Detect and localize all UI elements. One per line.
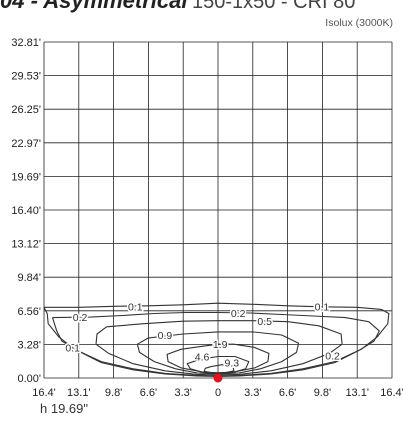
contour-0.2: [51, 311, 380, 377]
tick-labels: 0.00' 3.28' 6.56' 9.84' 13.12' 16.40' 19.69' 22…: [11, 37, 403, 399]
contour-label: 0.2: [325, 350, 340, 362]
contour-9.3: [203, 364, 235, 374]
y-tick-label: 0.00': [17, 373, 41, 385]
contour-0.9: [136, 331, 300, 375]
x-tick-label: 3.3': [244, 387, 261, 399]
y-tick-label: 16.40': [11, 205, 41, 217]
contour-label: 1.9: [213, 339, 228, 351]
contour-label: 0.1: [128, 301, 143, 313]
x-tick-label: 13.1': [67, 387, 91, 399]
y-tick-label: 19.69': [11, 171, 41, 183]
y-tick-label: 3.28': [17, 339, 41, 351]
x-tick-label: 6.6': [279, 387, 296, 399]
x-tick-label: 6.6': [140, 387, 157, 399]
contour-label: 4.6: [195, 351, 210, 363]
x-tick-label: 3.3': [174, 387, 191, 399]
chart-title: 04 - Asymmetrical 150-1x50 - CRI 80: [0, 0, 403, 14]
y-tick-label: 22.97': [11, 138, 41, 150]
x-tick-label: 0: [215, 387, 221, 399]
x-tick-label: 16.4': [380, 387, 403, 399]
y-tick-label: 9.84': [17, 272, 41, 284]
contour-label: 0.1: [65, 342, 80, 354]
y-tick-label: 26.25': [11, 104, 41, 116]
x-tick-label: 9.8': [105, 387, 122, 399]
contour-lines: [43, 302, 390, 378]
contour-labels: 0.1 0.1 0.1 0.2 0.2 0.2 0.5 0.9 1.94.6 9.3: [64, 300, 342, 371]
contour-label: 0.1: [315, 301, 330, 313]
x-tick-label: 16.4': [32, 387, 56, 399]
chart-grid: [43, 41, 393, 379]
contour-label: 0.9: [158, 330, 173, 342]
contour-0.5: [95, 320, 343, 376]
y-tick-label: 29.53': [11, 71, 41, 83]
title-bold: 04 - Asymmetrical: [0, 0, 188, 13]
y-tick-label: 32.81': [11, 37, 41, 49]
y-tick-label: 13.12': [11, 239, 41, 251]
contour-4.6: [186, 355, 250, 374]
contour-1.9: [166, 343, 270, 374]
title-rest: 150-1x50 - CRI 80: [191, 0, 356, 13]
contour-label: 0.2: [73, 312, 88, 324]
luminaire-marker: [213, 373, 223, 383]
x-tick-label: 13.1': [345, 387, 369, 399]
x-tick-label: 9.8': [314, 387, 331, 399]
mounting-height-label: h 19.69": [40, 401, 88, 416]
chart-subtitle: Isolux (3000K): [325, 17, 393, 29]
contour-label: 0.5: [257, 316, 272, 328]
contour-label: 9.3: [224, 358, 239, 370]
contour-label: 0.2: [231, 308, 246, 320]
y-tick-label: 6.56': [17, 306, 41, 318]
